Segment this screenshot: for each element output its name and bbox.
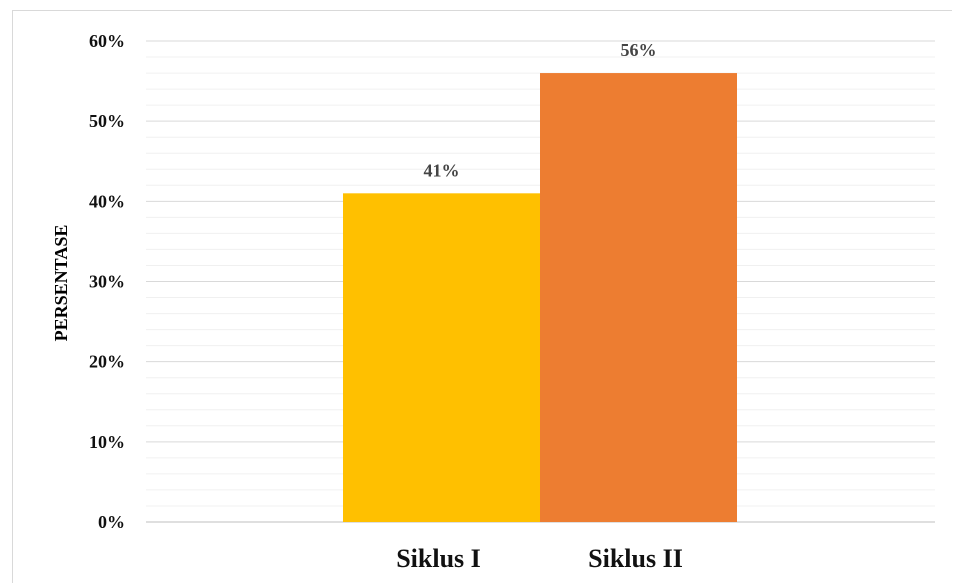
data-label: 56% — [621, 40, 657, 60]
y-tick-label: 0% — [98, 512, 125, 532]
y-tick-label: 30% — [89, 272, 125, 292]
x-category-label: Siklus II — [588, 544, 683, 573]
bars — [343, 73, 737, 523]
y-tick-label: 40% — [89, 191, 125, 211]
labels: 0% 10% 20% 30% 40% 50% 60% 41% Siklus I 56% Siklus… — [89, 31, 683, 573]
y-axis-title: PERSENTASE — [51, 225, 71, 342]
y-tick-label: 10% — [89, 432, 125, 452]
y-tick-label: 50% — [89, 111, 125, 131]
y-tick-label: 20% — [89, 352, 125, 372]
bar — [540, 73, 737, 523]
x-category-label: Siklus I — [396, 544, 481, 573]
bar — [343, 193, 540, 523]
y-tick-label: 60% — [89, 31, 125, 51]
data-label: 41% — [424, 160, 460, 180]
